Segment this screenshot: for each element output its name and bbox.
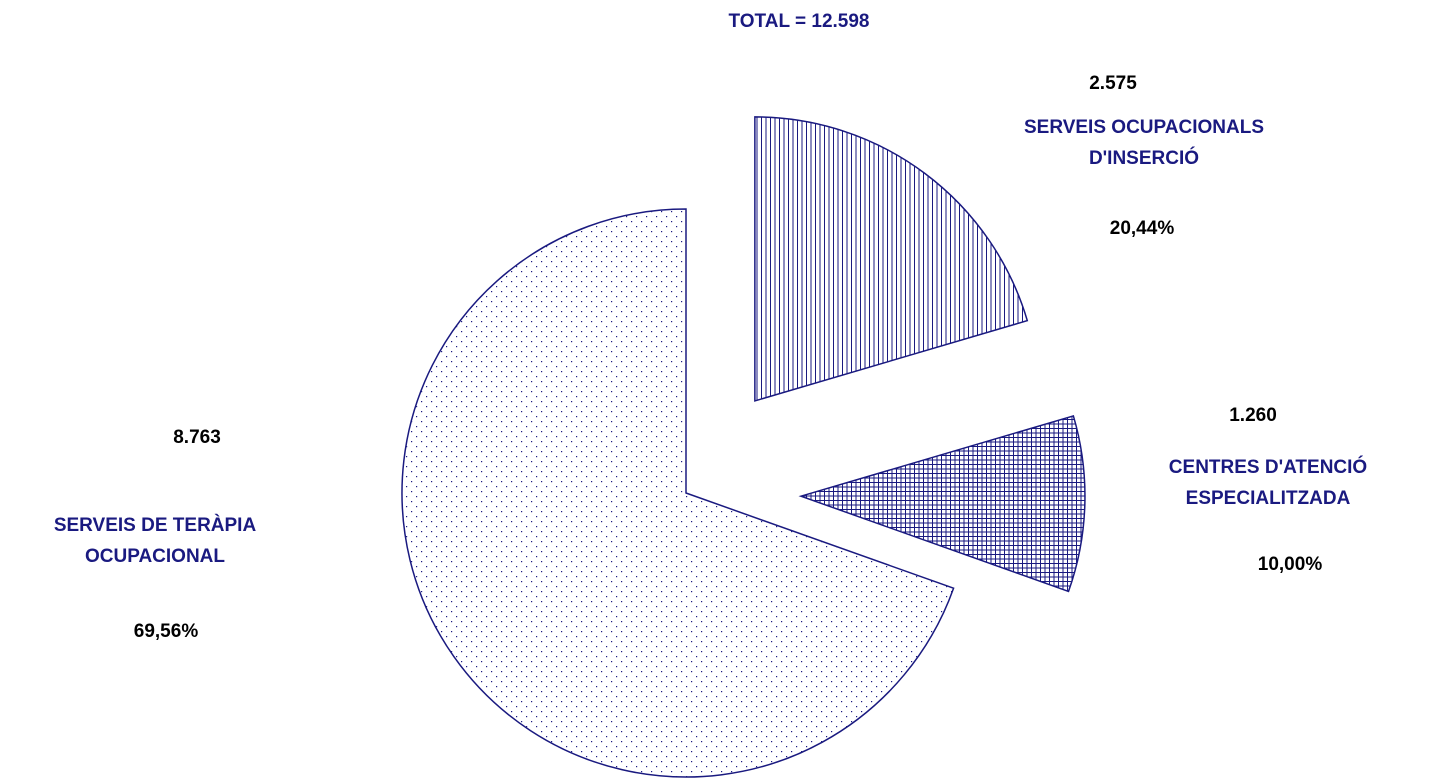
slice-value-label: 2.575 bbox=[1089, 73, 1137, 94]
slice-percent-label: 20,44% bbox=[1109, 218, 1175, 239]
pie-slice-2 bbox=[401, 208, 955, 778]
slice-percent-label: 69,56% bbox=[133, 621, 199, 642]
slice-value-label: 8.763 bbox=[173, 427, 221, 448]
slice-category-label: CENTRES D'ATENCIÓ ESPECIALITZADA bbox=[1169, 452, 1367, 514]
slice-category-line: SERVEIS DE TERÀPIA bbox=[53, 515, 257, 536]
slice-category-label: SERVEIS OCUPACIONALS D'INSERCIÓ bbox=[1024, 112, 1264, 174]
slice-category-line: CENTRES D'ATENCIÓ bbox=[1168, 457, 1368, 478]
slice-category-line: ESPECIALITZADA bbox=[1185, 488, 1351, 509]
slice-percent-label: 10,00% bbox=[1257, 554, 1323, 575]
pie-slice-0 bbox=[754, 116, 1029, 402]
chart-title: TOTAL = 12.598 bbox=[728, 11, 870, 32]
slice-category-line: SERVEIS OCUPACIONALS bbox=[1023, 117, 1265, 138]
slice-value-label: 1.260 bbox=[1229, 405, 1277, 426]
slice-category-line: D'INSERCIÓ bbox=[1088, 148, 1200, 169]
pie-slice-1 bbox=[798, 414, 1086, 593]
slice-category-line: OCUPACIONAL bbox=[84, 546, 226, 567]
slice-category-label: SERVEIS DE TERÀPIA OCUPACIONAL bbox=[54, 510, 256, 572]
